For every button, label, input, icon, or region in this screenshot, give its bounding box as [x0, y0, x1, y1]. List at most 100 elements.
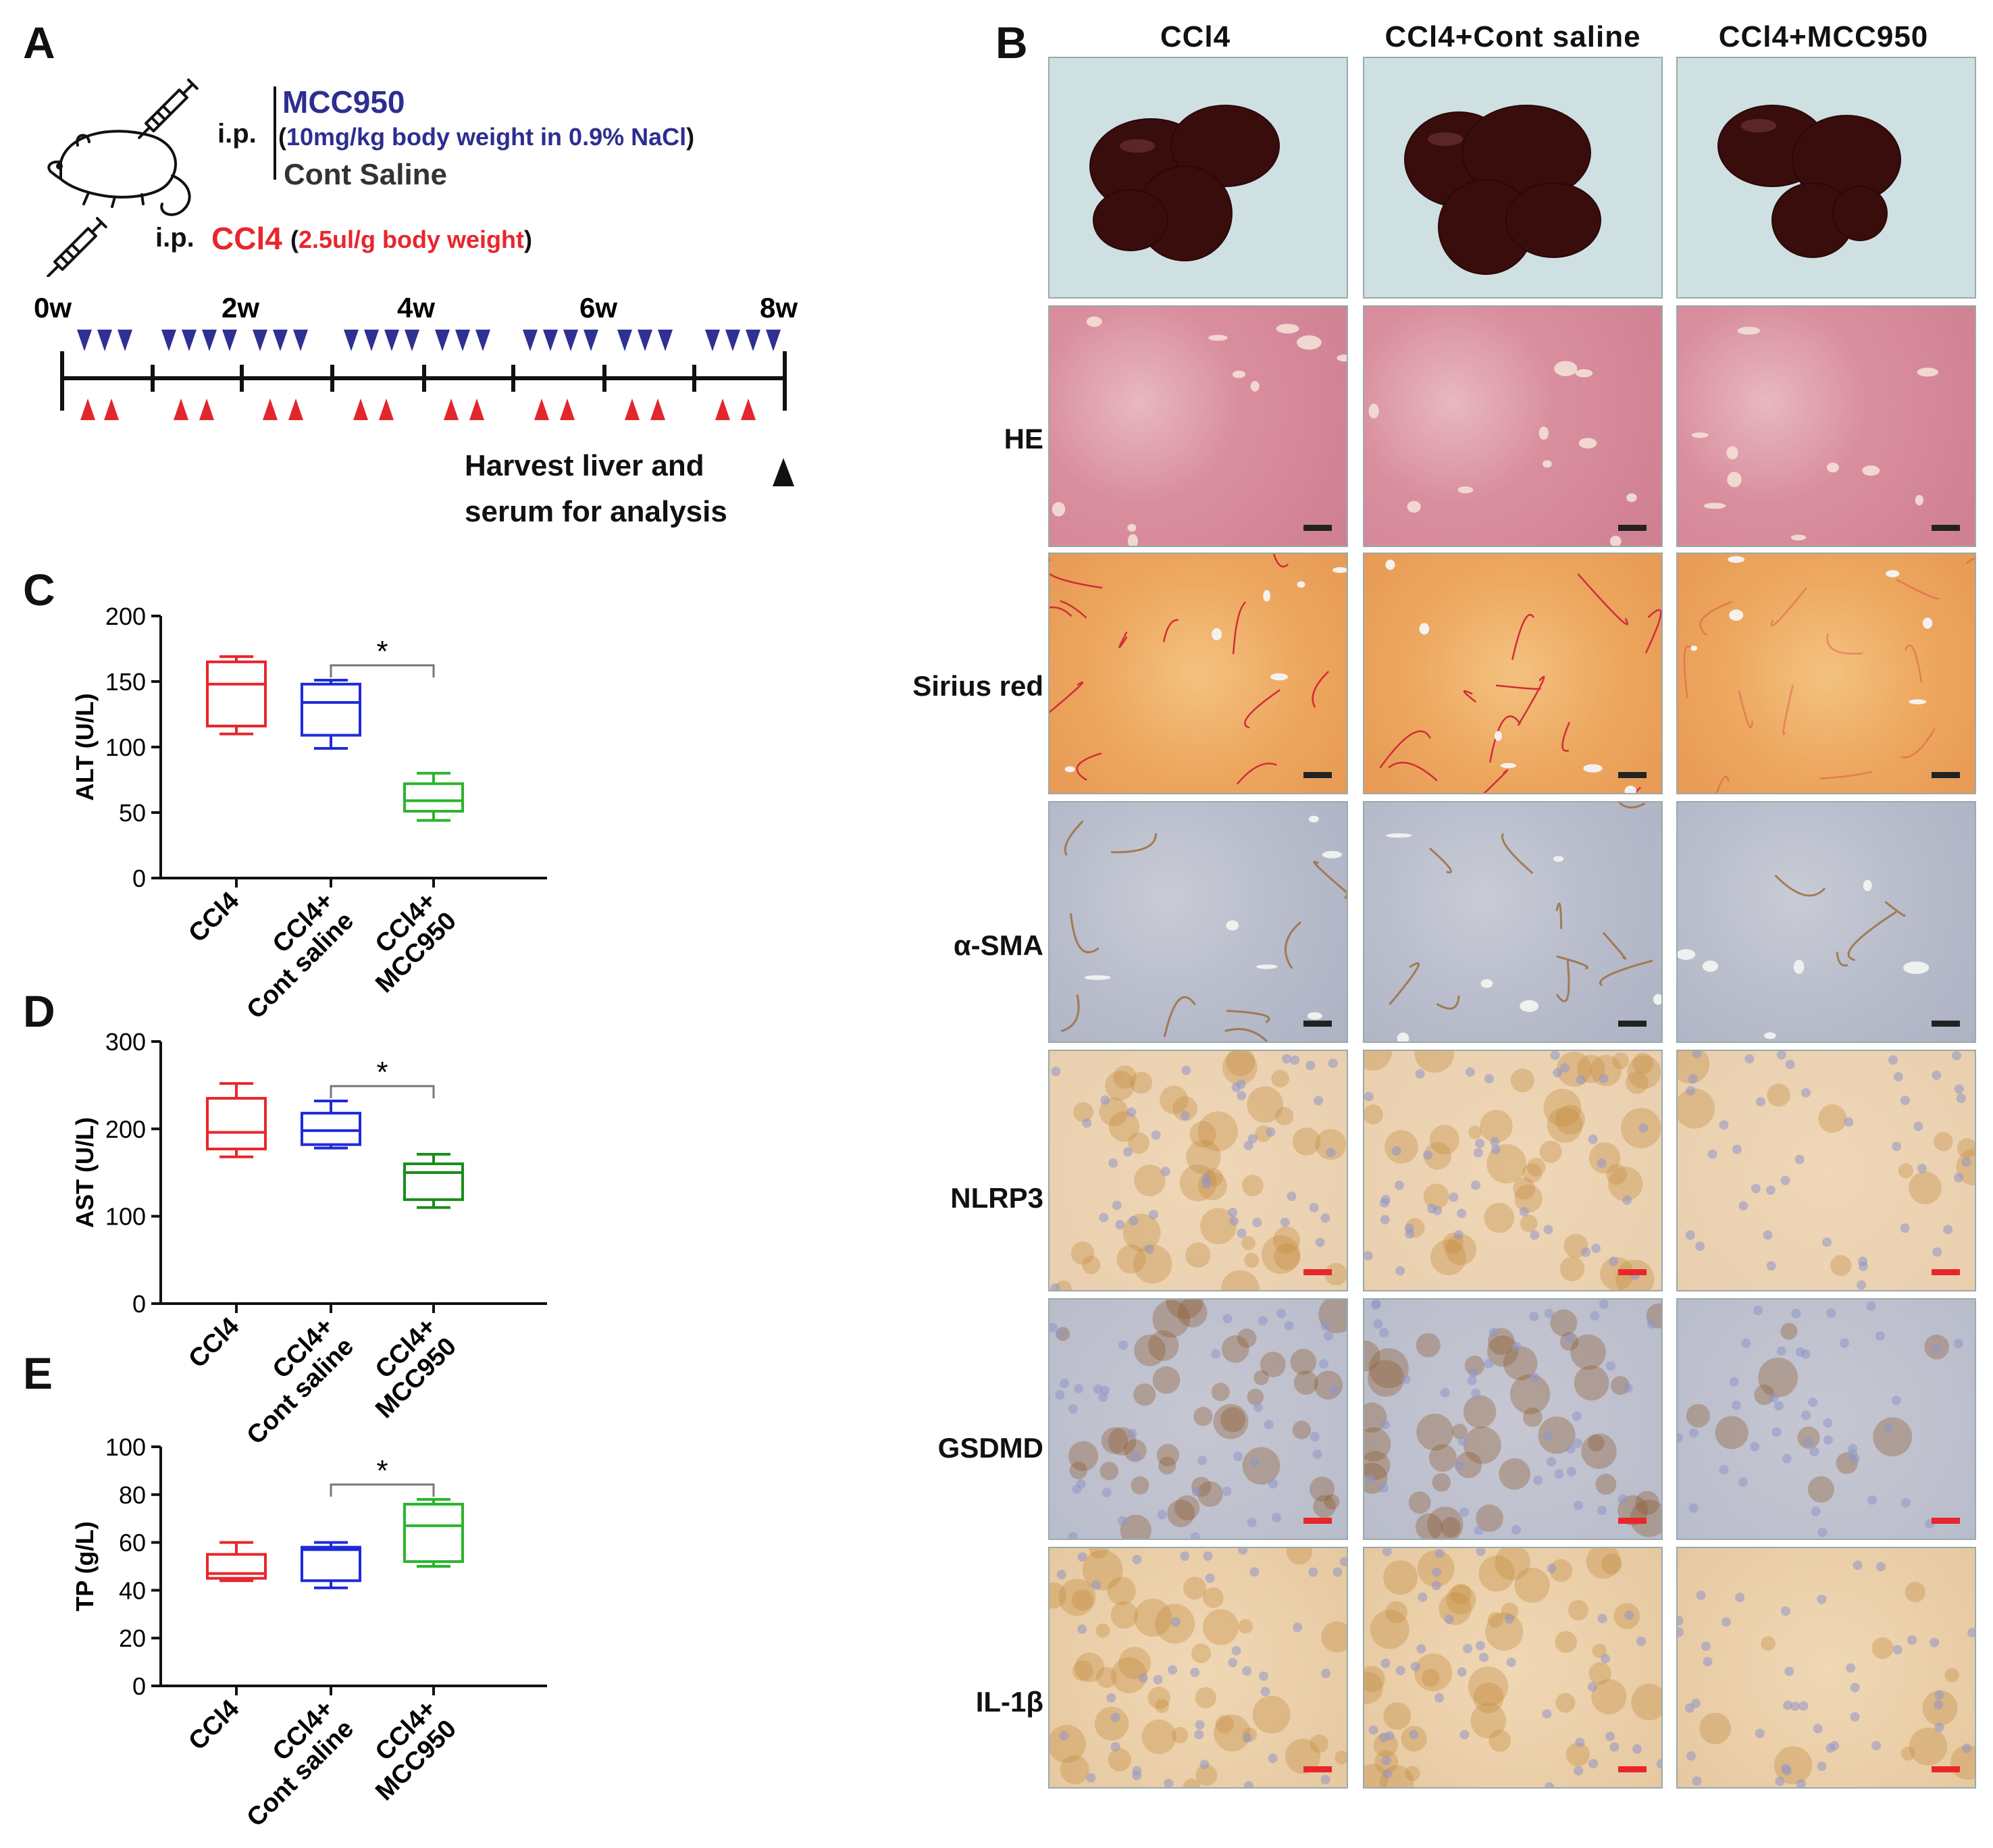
iqr-box [301, 1112, 361, 1146]
red-triangle-marker [104, 399, 119, 420]
box-plot-group [301, 1541, 361, 1589]
y-tick-label: 50 [119, 799, 146, 827]
gsdmd-image [1363, 1298, 1663, 1540]
tile-texture [1385, 802, 1661, 1042]
tile-texture [1364, 1548, 1661, 1787]
x-tick-label-line: CCl4 [183, 887, 244, 948]
y-tick-label: 200 [105, 1115, 146, 1143]
tile-texture [1691, 326, 1939, 541]
significance-bracket [330, 1483, 435, 1497]
significance-bracket [330, 1085, 435, 1098]
blue-triangle-marker [475, 330, 490, 351]
il1b-image [1048, 1547, 1348, 1789]
x-tick-label: CCl4 [183, 887, 244, 948]
red-triangle-marker [715, 399, 730, 420]
box-plot-group [301, 1099, 361, 1150]
row-label-he: HE [1004, 423, 1043, 455]
significance-star: * [376, 1454, 388, 1487]
y-tick-label: 20 [119, 1624, 146, 1652]
iqr-box [301, 682, 361, 737]
tile-texture [1050, 554, 1347, 785]
mcc950-injection-markers [77, 330, 781, 351]
cont-saline-label: Cont Saline [284, 158, 448, 191]
row-label-sirius-red: Sirius red [912, 670, 1043, 702]
mcc950-label: MCC950 [282, 84, 405, 120]
box-plot-group [301, 679, 361, 750]
blue-triangle-marker [584, 330, 598, 351]
gsdmd-image [1676, 1298, 1976, 1540]
scale-bar [1932, 1766, 1960, 1772]
he-stain-image [1676, 305, 1976, 547]
harvest-arrow-icon [773, 458, 794, 486]
ccl4-dose-text: 2.5ul/g body weight [299, 226, 525, 253]
column-header-ccl4: CCl4 [1160, 20, 1231, 53]
scale-bar [1932, 1021, 1960, 1027]
scale-bar [1618, 772, 1647, 778]
scale-bar [1303, 525, 1332, 531]
scale-bar [1303, 1766, 1332, 1772]
scale-bar [1618, 1766, 1647, 1772]
tile-texture [1052, 316, 1347, 546]
y-axis-label: TP (g/L) [71, 1521, 99, 1611]
blue-triangle-marker [725, 330, 740, 351]
blue-triangle-marker [273, 330, 288, 351]
blue-triangle-marker [384, 330, 399, 351]
red-triangle-marker [174, 399, 188, 420]
nlrp3-image [1363, 1050, 1663, 1291]
tile-texture [1678, 1302, 1963, 1537]
iqr-box [403, 1502, 464, 1563]
red-triangle-marker [353, 399, 368, 420]
panel-letter-a: A [23, 18, 55, 68]
blue-triangle-marker [222, 330, 237, 351]
box-plot-group [206, 1082, 267, 1158]
red-triangle-marker [560, 399, 575, 420]
scale-bar [1618, 1269, 1647, 1275]
x-tick-label-line: CCl4 [183, 1695, 244, 1756]
scale-bar [1932, 772, 1960, 778]
y-tick-label: 0 [132, 1672, 146, 1700]
gross-liver-photo [1048, 57, 1348, 299]
sirius-red-image [1676, 553, 1976, 794]
row-label-nlrp3: NLRP3 [950, 1182, 1043, 1214]
y-tick-label: 100 [105, 1433, 146, 1461]
red-triangle-marker [288, 399, 303, 420]
blue-triangle-marker [435, 330, 450, 351]
blue-triangle-marker [293, 330, 308, 351]
mouse-illustration [47, 78, 199, 277]
row-label-alpha-sma: α-SMA [953, 929, 1043, 961]
iqr-box [206, 1097, 267, 1151]
blue-triangle-marker [405, 330, 419, 351]
red-triangle-marker [650, 399, 665, 420]
iqr-box [206, 660, 267, 727]
iqr-box [403, 1162, 464, 1202]
blue-triangle-marker [658, 330, 673, 351]
blue-triangle-marker [253, 330, 267, 351]
red-triangle-marker [263, 399, 278, 420]
blue-triangle-marker [563, 330, 578, 351]
tile-texture [1678, 1560, 1975, 1787]
gross-liver-photo [1363, 57, 1663, 299]
il1b-image [1363, 1547, 1663, 1789]
scale-bar [1303, 1518, 1332, 1524]
alpha-sma-image [1676, 801, 1976, 1043]
x-tick-label: CCl4+MCC950 [370, 1695, 462, 1806]
significance-bracket [330, 664, 435, 678]
red-triangle-marker [469, 399, 484, 420]
tile-texture [1683, 556, 1975, 793]
ip-label-2: i.p. [155, 223, 195, 253]
y-axis-label: AST (U/L) [71, 1117, 99, 1228]
x-tick-label: CCl4 [183, 1695, 244, 1756]
sirius-red-image [1048, 553, 1348, 794]
dose-paren-open: ( [278, 123, 286, 151]
significance-star: * [376, 1056, 388, 1089]
x-tick-label: CCl4 [183, 1312, 244, 1374]
panel-letter-c: C [23, 565, 55, 615]
tile-texture [1717, 105, 1901, 258]
tile-texture [1050, 1300, 1347, 1539]
he-stain-image [1048, 305, 1348, 547]
tile-texture [1379, 559, 1661, 793]
tile-texture [1364, 1051, 1661, 1290]
ccl4-label: CCl4 [211, 221, 282, 256]
